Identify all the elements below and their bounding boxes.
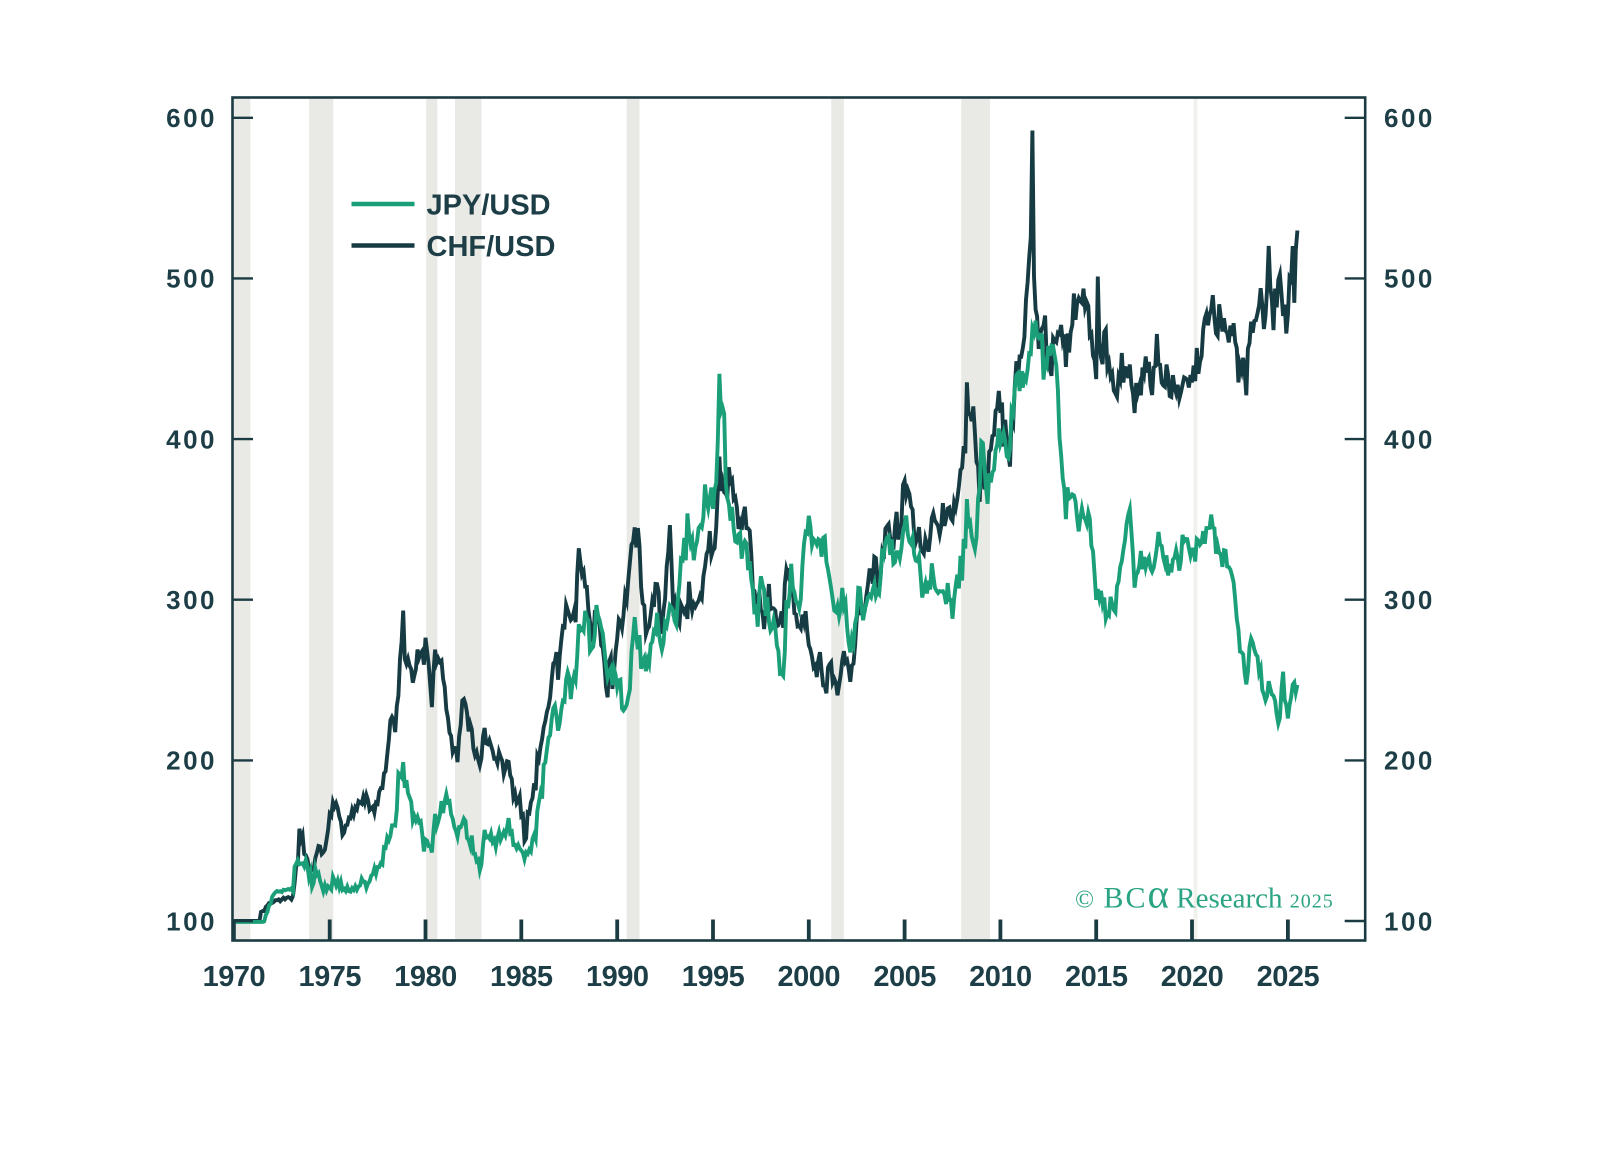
svg-text:500: 500 [1384,264,1435,294]
svg-text:2020: 2020 [1161,961,1224,993]
svg-text:100: 100 [166,906,217,936]
svg-text:400: 400 [1384,424,1435,454]
svg-text:500: 500 [166,264,217,294]
svg-text:200: 200 [166,746,217,776]
svg-text:300: 300 [1384,585,1435,615]
svg-text:2025: 2025 [1257,961,1320,993]
svg-text:2010: 2010 [969,961,1032,993]
svg-text:400: 400 [166,424,217,454]
svg-text:2005: 2005 [873,961,936,993]
svg-text:© BCα Research 2025: © BCα Research 2025 [1075,871,1334,917]
svg-text:1985: 1985 [490,961,553,993]
svg-text:200: 200 [1384,746,1435,776]
svg-text:1990: 1990 [586,961,649,993]
svg-text:1975: 1975 [298,961,361,993]
svg-text:2000: 2000 [778,961,841,993]
svg-text:600: 600 [166,103,217,133]
svg-text:CHF/USD: CHF/USD [427,231,556,263]
svg-text:600: 600 [1384,103,1435,133]
svg-text:1980: 1980 [394,961,457,993]
svg-text:1970: 1970 [203,961,266,993]
svg-text:2015: 2015 [1065,961,1128,993]
svg-text:1995: 1995 [682,961,745,993]
svg-text:100: 100 [1384,906,1435,936]
svg-text:JPY/USD: JPY/USD [427,190,551,222]
svg-text:300: 300 [166,585,217,615]
